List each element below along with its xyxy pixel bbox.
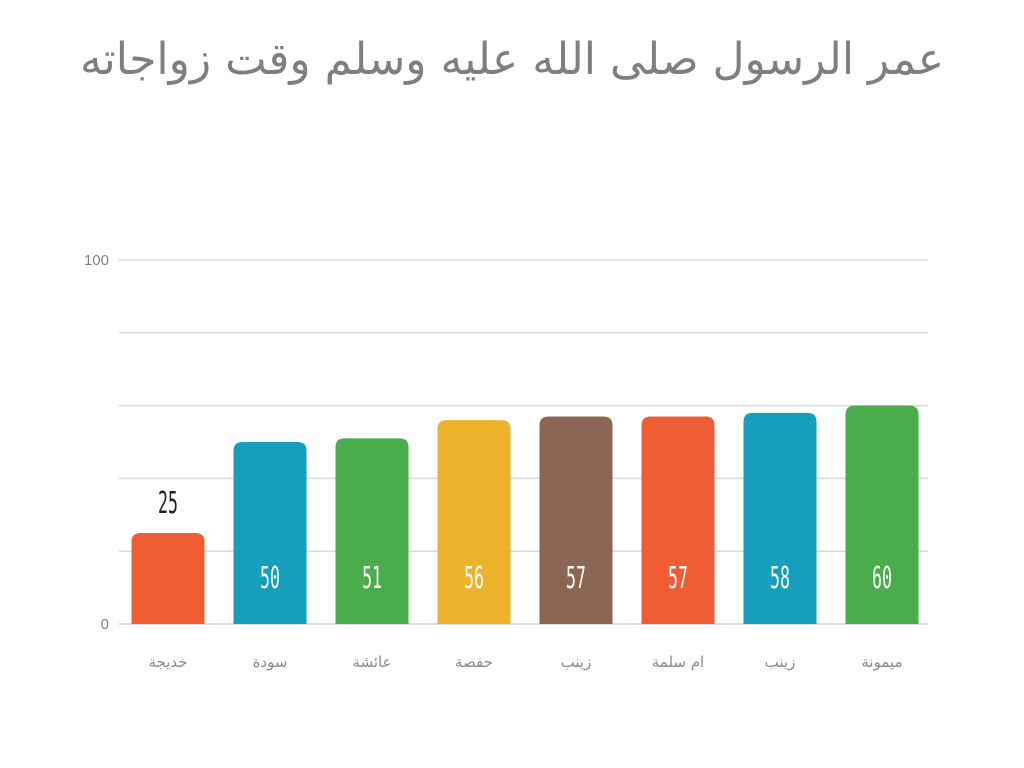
bar[interactable] <box>743 412 817 624</box>
category-label: سودة <box>253 653 288 671</box>
category-label: ام سلمة <box>652 653 704 671</box>
category-label: زينب <box>561 653 592 671</box>
bar[interactable] <box>233 442 307 624</box>
bar[interactable] <box>437 420 511 624</box>
bar-value-label: 57 <box>566 561 586 596</box>
category-label: ميمونة <box>861 653 902 671</box>
bar[interactable] <box>131 533 205 624</box>
bar[interactable] <box>539 416 613 624</box>
bar-value-label: 58 <box>770 561 790 596</box>
bar[interactable] <box>641 416 715 624</box>
chart-title: عمر الرسول صلى الله عليه وسلم وقت زواجات… <box>79 34 945 85</box>
bar-value-label: 50 <box>260 561 280 596</box>
bar-value-label: 25 <box>158 486 178 521</box>
bar-value-label: 51 <box>362 561 382 596</box>
category-label: حفصة <box>455 653 493 671</box>
category-label: عائشة <box>352 653 391 671</box>
bar-value-label: 57 <box>668 561 688 596</box>
y-tick-label: 0 <box>101 616 109 633</box>
bar-value-label: 56 <box>464 561 484 596</box>
y-tick-label: 100 <box>84 252 109 269</box>
bar[interactable] <box>335 438 409 624</box>
bar[interactable] <box>845 405 919 624</box>
bar-value-label: 60 <box>872 561 892 596</box>
category-label: خديجة <box>148 653 187 671</box>
category-label: زينب <box>765 653 796 671</box>
